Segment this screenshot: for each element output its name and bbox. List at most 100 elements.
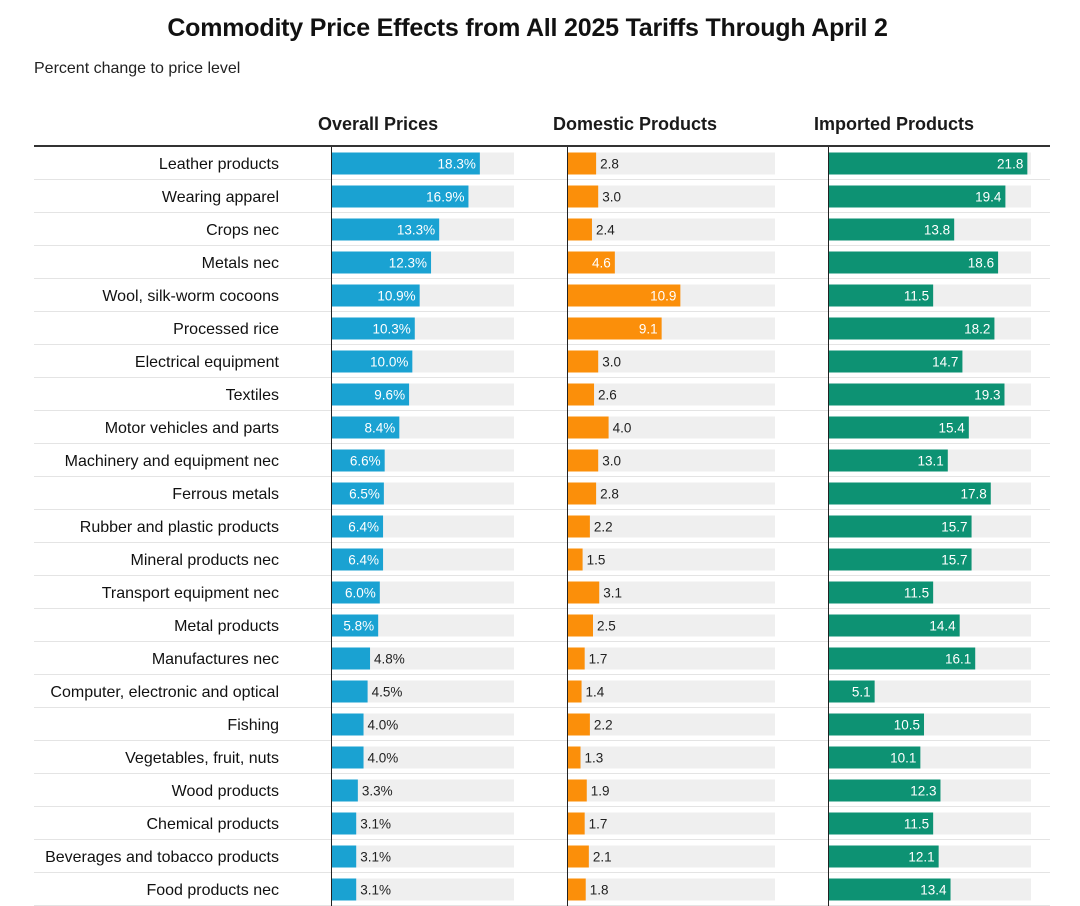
bar-track [567,680,775,703]
value-label-domestic-products-manufactures-nec: 1.7 [589,652,608,667]
bar-overall-prices-crops-nec [331,218,440,241]
value-label-domestic-products-rubber-and-plastic-products: 2.2 [594,520,613,535]
value-label-overall-prices-rubber-and-plastic-products: 6.4% [348,520,379,535]
bar-overall-prices-processed-rice [331,317,415,340]
row-label-textiles: Textiles [226,387,279,404]
bar-overall-prices-manufactures-nec [331,647,371,670]
value-label-imported-products-processed-rice: 18.2 [964,322,990,337]
value-label-overall-prices-computer-electronic-and-optical: 4.5% [372,685,403,700]
row-label-fishing: Fishing [227,717,279,734]
value-label-domestic-products-mineral-products-nec: 1.5 [587,553,606,568]
value-label-domestic-products-processed-rice: 9.1 [639,322,658,337]
value-label-overall-prices-manufactures-nec: 4.8% [374,652,405,667]
value-label-domestic-products-wearing-apparel: 3.0 [602,190,621,205]
bar-domestic-products-leather-products [567,152,597,175]
bar-domestic-products-mineral-products-nec [567,548,583,571]
value-label-imported-products-metals-nec: 18.6 [968,256,994,271]
bar-overall-prices-ferrous-metals [331,482,384,505]
bar-track [567,218,775,241]
bar-domestic-products-motor-vehicles-and-parts [567,416,609,439]
bar-domestic-products-rubber-and-plastic-products [567,515,590,538]
row-label-beverages-and-tobacco-products: Beverages and tobacco products [45,849,279,866]
value-label-domestic-products-metals-nec: 4.6 [592,256,611,271]
bar-imported-products-transport-equipment-nec [828,581,934,604]
value-label-imported-products-mineral-products-nec: 15.7 [941,553,967,568]
value-label-overall-prices-processed-rice: 10.3% [372,322,410,337]
value-label-overall-prices-textiles: 9.6% [374,388,405,403]
bar-track [567,350,775,373]
value-label-imported-products-metal-products: 14.4 [929,619,956,634]
bar-imported-products-electrical-equipment [828,350,963,373]
value-label-imported-products-electrical-equipment: 14.7 [932,355,958,370]
value-label-imported-products-wearing-apparel: 19.4 [975,190,1002,205]
row-label-leather-products: Leather products [159,156,279,173]
column-header-domestic-products: Domestic Products [553,114,718,134]
bar-imported-products-machinery-and-equipment-nec [828,449,948,472]
value-label-domestic-products-wood-products: 1.9 [591,784,610,799]
column-header-imported-products: Imported Products [814,114,975,134]
row-label-mineral-products-nec: Mineral products nec [130,552,279,569]
bar-domestic-products-metal-products [567,614,593,637]
value-label-imported-products-crops-nec: 13.8 [924,223,950,238]
bar-imported-products-beverages-and-tobacco-products [828,845,939,868]
row-label-machinery-and-equipment-nec: Machinery and equipment nec [65,453,279,470]
value-label-overall-prices-wool-silk-worm-cocoons: 10.9% [377,289,415,304]
value-label-domestic-products-fishing: 2.2 [594,718,613,733]
value-label-imported-products-manufactures-nec: 16.1 [945,652,971,667]
row-label-computer-electronic-and-optical: Computer, electronic and optical [50,684,279,701]
bar-track [567,812,775,835]
bar-imported-products-crops-nec [828,218,955,241]
bar-domestic-products-textiles [567,383,595,406]
bar-overall-prices-leather-products [331,152,480,175]
value-label-imported-products-wood-products: 12.3 [910,784,936,799]
bar-track [331,746,514,769]
bar-track [828,680,1031,703]
value-label-overall-prices-ferrous-metals: 6.5% [349,487,380,502]
row-label-wood-products: Wood products [172,783,279,800]
value-label-overall-prices-crops-nec: 13.3% [397,223,435,238]
value-label-overall-prices-electrical-equipment: 10.0% [370,355,408,370]
value-label-domestic-products-metal-products: 2.5 [597,619,616,634]
value-label-overall-prices-transport-equipment-nec: 6.0% [345,586,376,601]
bar-imported-products-wearing-apparel [828,185,1006,208]
value-label-imported-products-vegetables-fruit-nuts: 10.1 [890,751,916,766]
bar-domestic-products-wood-products [567,779,587,802]
value-label-domestic-products-ferrous-metals: 2.8 [600,487,619,502]
bar-overall-prices-electrical-equipment [331,350,413,373]
bar-domestic-products-fishing [567,713,590,736]
bar-track [331,878,514,901]
bar-imported-products-fishing [828,713,925,736]
bar-overall-prices-textiles [331,383,410,406]
value-label-imported-products-rubber-and-plastic-products: 15.7 [941,520,967,535]
value-label-domestic-products-leather-products: 2.8 [600,157,619,172]
value-label-overall-prices-mineral-products-nec: 6.4% [348,553,379,568]
bar-imported-products-textiles [828,383,1005,406]
column-header-overall-prices: Overall Prices [318,114,439,134]
value-label-domestic-products-vegetables-fruit-nuts: 1.3 [585,751,604,766]
row-label-motor-vehicles-and-parts: Motor vehicles and parts [105,420,279,437]
value-label-domestic-products-transport-equipment-nec: 3.1 [603,586,622,601]
bar-imported-products-vegetables-fruit-nuts [828,746,921,769]
value-label-imported-products-chemical-products: 11.5 [904,817,929,832]
bar-domestic-products-manufactures-nec [567,647,585,670]
bar-domestic-products-computer-electronic-and-optical [567,680,582,703]
bar-overall-prices-computer-electronic-and-optical [331,680,368,703]
value-label-domestic-products-chemical-products: 1.7 [589,817,608,832]
chart-subtitle: Percent change to price level [34,60,241,77]
row-label-food-products-nec: Food products nec [146,882,279,899]
bar-domestic-products-transport-equipment-nec [567,581,600,604]
bar-domestic-products-food-products-nec [567,878,586,901]
value-label-imported-products-food-products-nec: 13.4 [920,883,947,898]
bar-domestic-products-wearing-apparel [567,185,599,208]
value-label-imported-products-ferrous-metals: 17.8 [960,487,986,502]
bar-imported-products-wood-products [828,779,941,802]
bar-track [567,581,775,604]
value-label-domestic-products-computer-electronic-and-optical: 1.4 [586,685,605,700]
value-label-overall-prices-wearing-apparel: 16.9% [426,190,464,205]
value-label-domestic-products-crops-nec: 2.4 [596,223,615,238]
value-label-overall-prices-beverages-and-tobacco-products: 3.1% [360,850,391,865]
bar-overall-prices-wearing-apparel [331,185,469,208]
bar-overall-prices-motor-vehicles-and-parts [331,416,400,439]
bar-track [567,251,775,274]
